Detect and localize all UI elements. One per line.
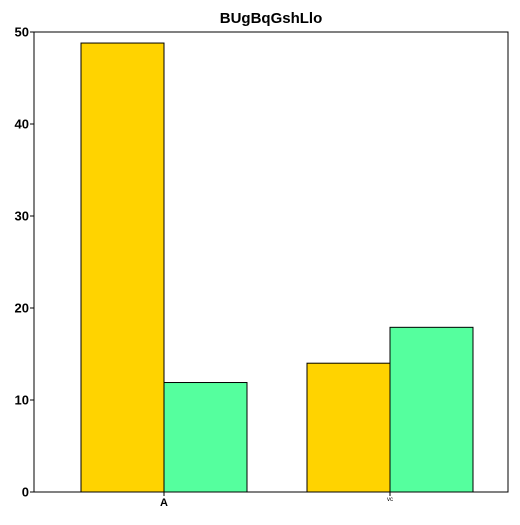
y-tick-label-40: 40 bbox=[15, 117, 29, 132]
y-tick-label-30: 30 bbox=[15, 209, 29, 224]
x-tick-label-vc: vc bbox=[387, 497, 393, 503]
y-tick-label-10: 10 bbox=[15, 393, 29, 408]
y-tick-label-20: 20 bbox=[15, 301, 29, 316]
y-tick-label-50: 50 bbox=[15, 25, 29, 40]
bar-a-series-1 bbox=[80, 42, 165, 493]
bars-layer bbox=[80, 42, 474, 493]
x-tick-label-a: A bbox=[160, 497, 168, 509]
bar-vc-series-2 bbox=[389, 326, 474, 493]
axes-layer: 0 10 20 30 40 50 A vc bbox=[15, 25, 393, 510]
bar-a-series-2 bbox=[163, 382, 248, 493]
plot-frame bbox=[33, 31, 509, 493]
bar-vc-series-1 bbox=[306, 362, 391, 493]
y-tick-label-0: 0 bbox=[22, 485, 29, 500]
chart-title: BUgBqGshLlo bbox=[220, 10, 323, 27]
